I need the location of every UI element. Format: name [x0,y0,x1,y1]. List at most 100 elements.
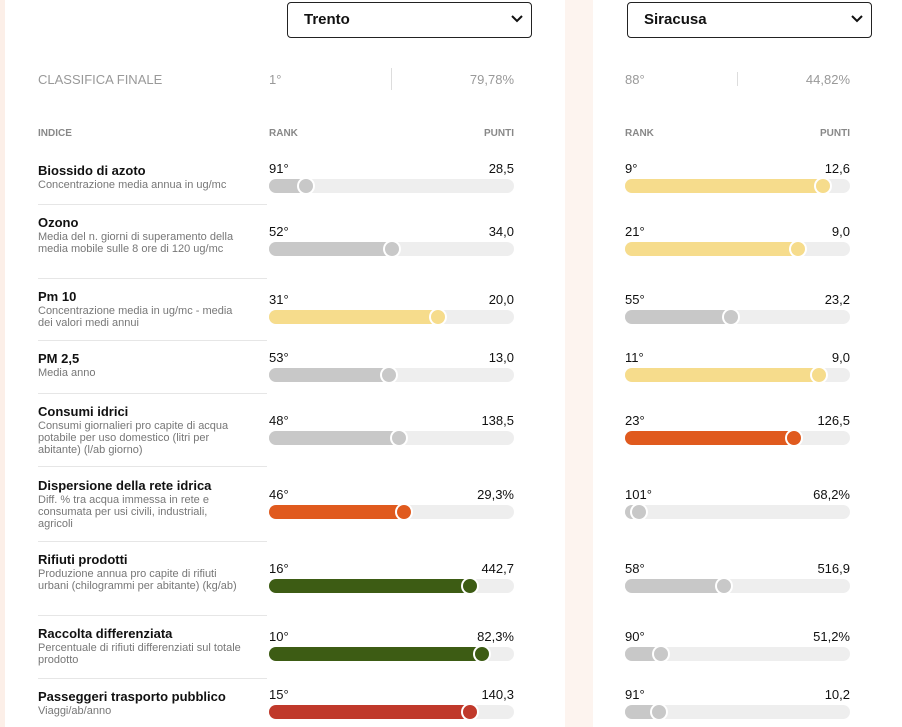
indicator-desc: Media anno [38,367,96,379]
bar-knob [789,240,808,258]
header-rank: RANK [269,128,298,139]
row-separator [38,278,267,279]
bar-fill [269,310,439,324]
points: 82,3% [477,629,514,644]
points: 126,5 [817,413,850,428]
points: 9,0 [831,224,850,239]
bar-fill [269,579,470,593]
rank: 16° [269,561,289,576]
bar-fill [625,242,799,256]
final-label: CLASSIFICA FINALE [38,72,163,87]
bar-fill [269,179,306,193]
points: 138,5 [481,413,514,428]
points: 10,2 [824,687,850,702]
points: 13,0 [488,350,514,365]
bar-knob [814,177,832,195]
row-separator [38,678,267,679]
bar-knob [652,645,670,663]
rank: 90° [625,629,645,644]
rank: 21° [625,224,645,239]
rank: 58° [625,561,645,576]
rank: 11° [625,350,644,365]
bar-knob [389,429,408,447]
row-separator [38,541,267,542]
indicator-desc: Media del n. giorni di superamento della… [38,231,234,255]
bar-track [625,705,850,719]
points: 20,0 [488,292,514,307]
bar-track [625,505,850,519]
bar-knob [784,429,803,447]
points: 23,2 [824,292,850,307]
bar-knob [296,177,315,195]
bar-knob [629,503,648,521]
points: 68,2% [813,487,850,502]
header-index: INDICE [38,128,72,139]
rank: 48° [269,413,289,428]
rank: 31° [269,292,289,307]
indicator-desc: Viaggi/ab/anno [38,705,112,717]
header-rank: RANK [625,128,654,139]
indicator-desc: Concentrazione media annua in ug/mc [38,179,227,191]
chevron [851,15,863,23]
rank: 46° [269,487,289,502]
city-select[interactable]: Siracusa [627,2,872,38]
rank: 91° [269,161,289,176]
final-score: 44,82% [805,72,850,87]
bar-fill [269,505,404,519]
indicator-desc: Produzione annua pro capite di rifiuti u… [38,568,237,592]
points: 29,3% [477,487,514,502]
bar-fill [269,242,392,256]
bar-fill [625,579,724,593]
final-rank: 1° [269,72,282,87]
bar-knob [380,366,399,384]
bar-fill [269,431,399,445]
indicator-name: Pm 10 [38,289,77,304]
header-points: PUNTI [484,128,514,139]
rank: 53° [269,350,289,365]
indicator-name: Ozono [38,215,79,230]
bar-knob [715,577,733,595]
divider [737,72,738,86]
final-rank: 88° [625,72,645,87]
indicator-name: Consumi idrici [38,404,129,419]
bar-fill [625,368,819,382]
rank: 55° [625,292,645,307]
points: 9,0 [831,350,850,365]
bar-knob [382,240,401,258]
city-select[interactable]: Trento [287,2,532,38]
bar-fill [269,368,390,382]
bar-knob [809,366,828,384]
side-stripe [0,0,5,727]
row-separator [38,204,267,205]
indicator-desc: Percentuale di rifiuti differenziati sul… [38,642,241,666]
divider [391,68,392,90]
indicator-desc: Diff. % tra acqua immessa in rete e cons… [38,494,209,530]
bar-fill [269,705,470,719]
bar-knob [429,308,448,326]
row-separator [38,466,267,467]
indicator-name: Passeggeri trasporto pubblico [38,689,226,704]
indicator-name: Raccolta differenziata [38,626,173,641]
bar-fill [625,310,731,324]
bar-knob [394,503,413,521]
column-gap [565,0,593,727]
select-label: Siracusa [644,11,707,28]
bar-knob [649,703,668,721]
bar-knob [721,308,740,326]
chevron [511,15,523,23]
indicator-name: Rifiuti prodotti [38,552,128,567]
points: 51,2% [813,629,850,644]
rank: 10° [269,629,289,644]
rank: 15° [269,687,289,702]
rank: 9° [625,161,638,176]
bar-fill [625,179,823,193]
indicator-name: PM 2,5 [38,351,80,366]
indicator-desc: Concentrazione media in ug/mc - media de… [38,305,233,329]
rank: 101° [625,487,652,502]
row-separator [38,340,267,341]
select-label: Trento [304,11,350,28]
indicator-name: Dispersione della rete idrica [38,478,212,493]
rank: 91° [625,687,645,702]
points: 28,5 [488,161,514,176]
final-score: 79,78% [469,72,514,87]
